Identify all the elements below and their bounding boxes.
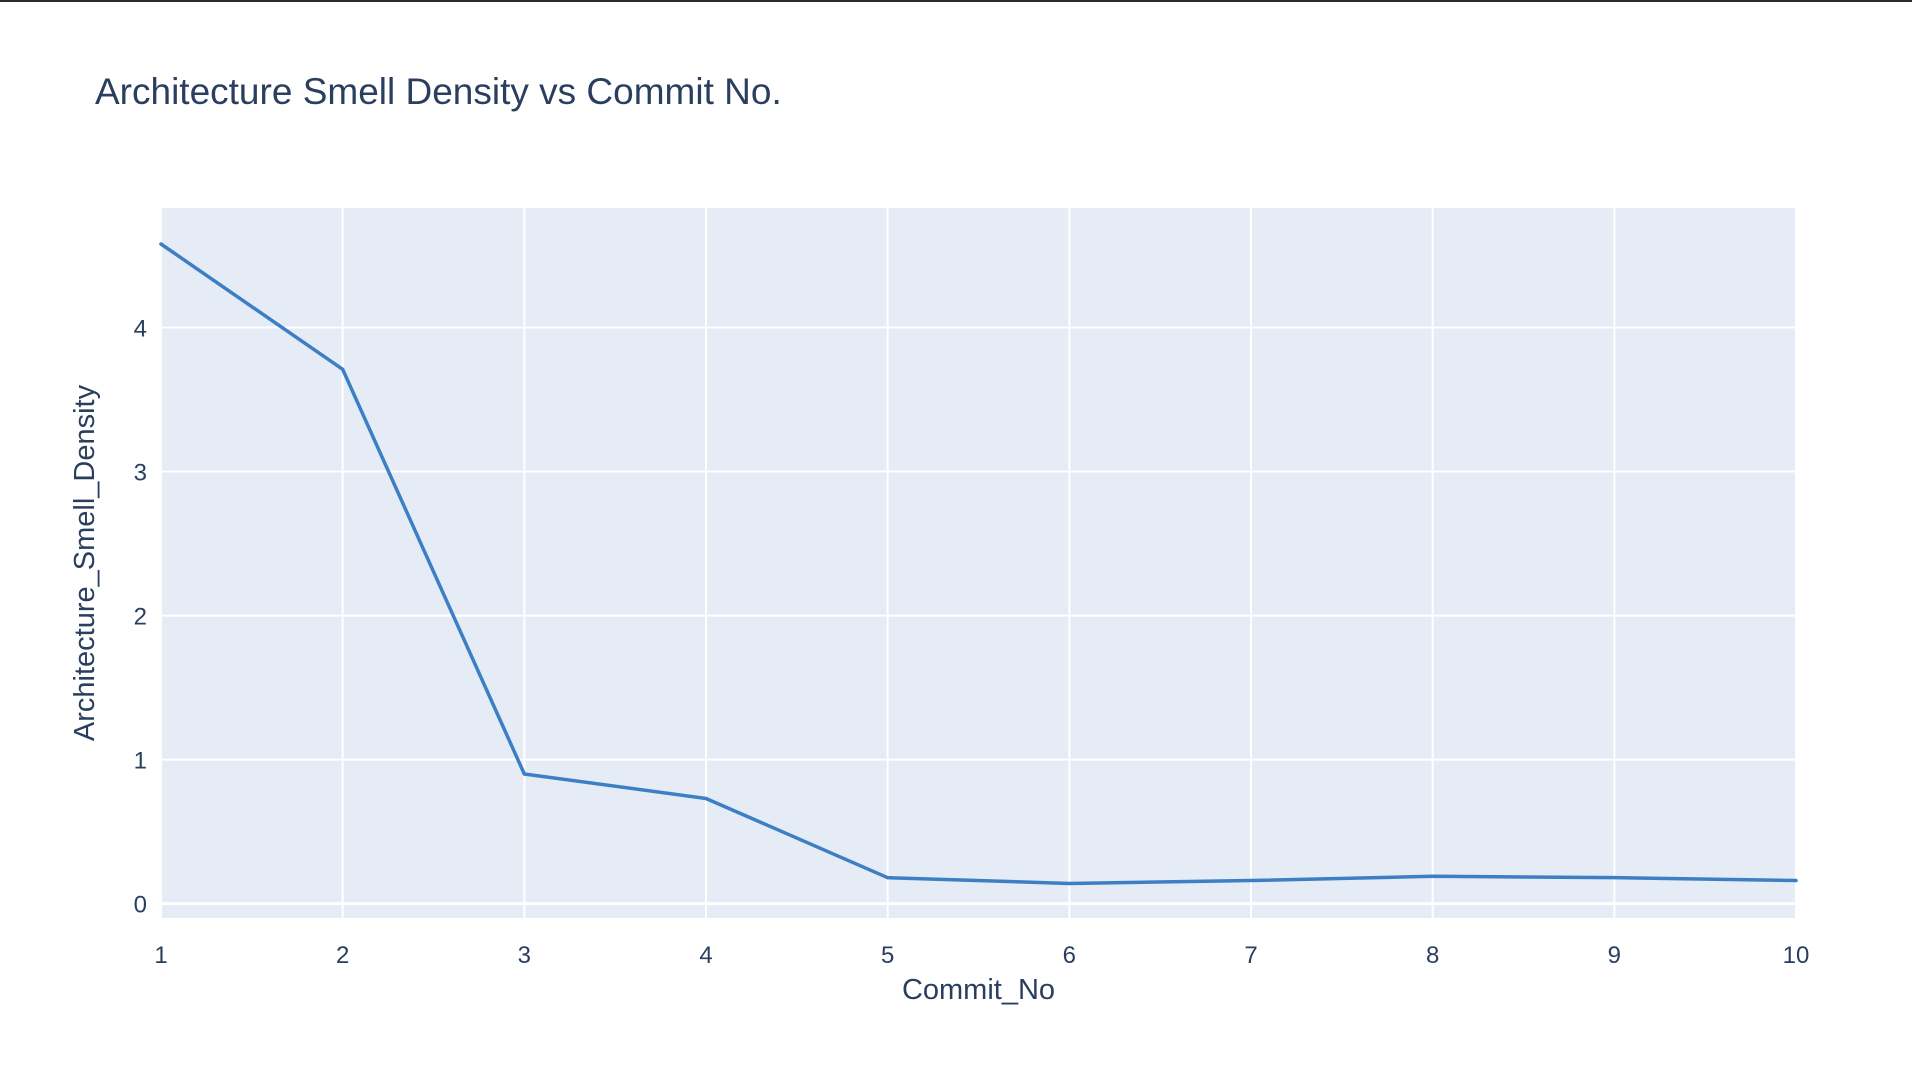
x-tick-label: 6 xyxy=(1063,942,1076,969)
x-tick-label: 7 xyxy=(1244,942,1257,969)
x-tick-label: 8 xyxy=(1426,942,1439,969)
series-line xyxy=(159,242,1798,886)
x-tick-label: 5 xyxy=(881,942,894,969)
x-tick-label: 3 xyxy=(518,942,531,969)
y-axis-title: Architecture_Smell_Density xyxy=(69,384,101,741)
y-tick-label: 2 xyxy=(134,604,147,631)
data-point xyxy=(1794,878,1798,883)
x-axis-ticks: 1 2 3 4 5 6 7 8 9 10 xyxy=(154,942,1809,969)
plot-area xyxy=(161,208,1796,918)
x-tick-label: 10 xyxy=(1783,942,1810,969)
data-point xyxy=(1612,876,1616,880)
x-tick-label: 2 xyxy=(336,942,349,969)
data-point xyxy=(1067,881,1071,886)
y-tick-label: 0 xyxy=(134,892,147,919)
data-point xyxy=(159,242,163,246)
data-point xyxy=(1249,878,1253,883)
series-layer xyxy=(159,242,1798,886)
data-point xyxy=(886,876,890,880)
x-tick-label: 1 xyxy=(154,942,167,969)
y-tick-label: 3 xyxy=(134,460,147,487)
y-axis-ticks: 0 1 2 3 4 xyxy=(134,316,147,919)
data-point xyxy=(704,796,708,801)
gridlines xyxy=(160,208,1797,918)
data-point xyxy=(522,772,526,776)
x-axis-title: Commit_No xyxy=(902,974,1055,1006)
x-tick-label: 9 xyxy=(1608,942,1621,969)
x-tick-label: 4 xyxy=(699,942,712,969)
y-tick-label: 1 xyxy=(134,748,147,775)
data-point xyxy=(341,367,345,371)
data-point xyxy=(1431,874,1435,878)
chart-title: Architecture Smell Density vs Commit No. xyxy=(95,71,782,112)
top-border xyxy=(0,0,1912,2)
y-tick-label: 4 xyxy=(134,316,147,343)
